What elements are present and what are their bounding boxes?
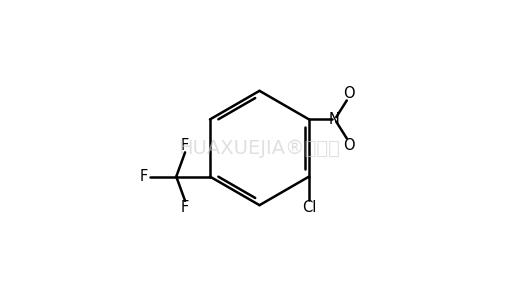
Text: HUAXUEJIA®化学加: HUAXUEJIA®化学加 <box>179 139 340 157</box>
Text: Cl: Cl <box>302 200 316 215</box>
Text: O: O <box>343 86 354 101</box>
Text: N: N <box>329 112 339 127</box>
Text: F: F <box>181 139 189 153</box>
Text: O: O <box>343 138 354 153</box>
Text: F: F <box>140 169 148 184</box>
Text: F: F <box>181 200 189 215</box>
